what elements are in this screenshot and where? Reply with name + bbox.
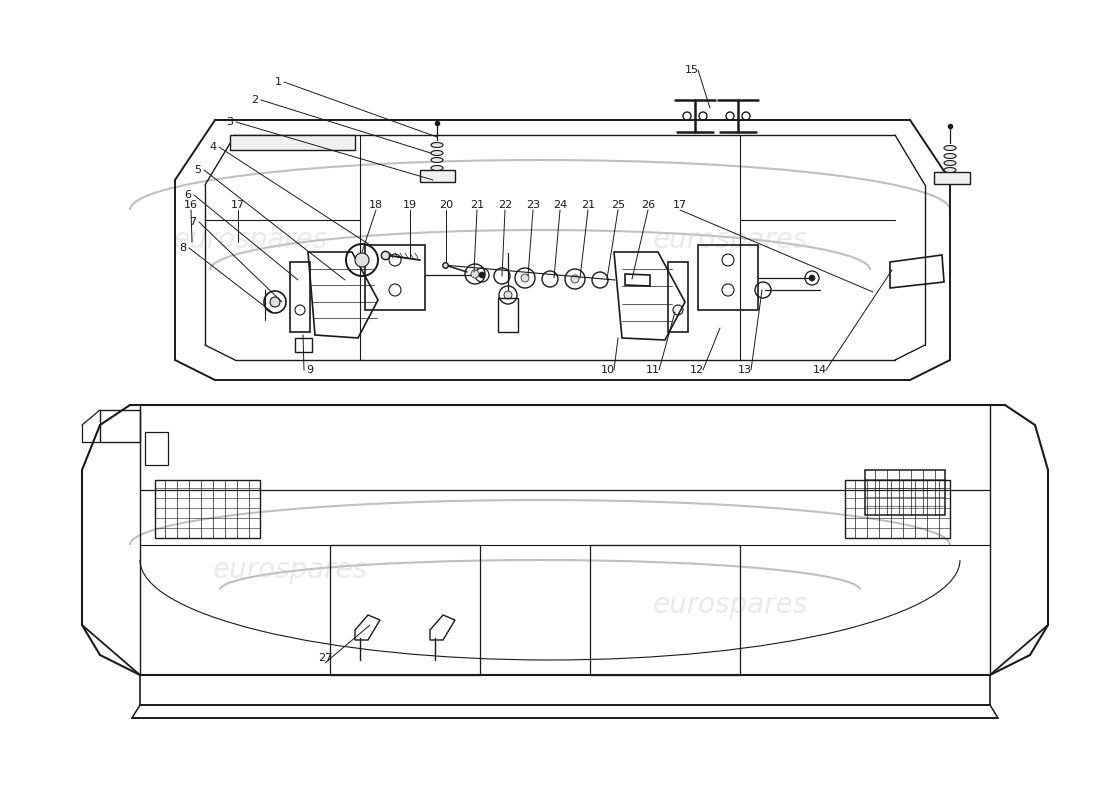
- Ellipse shape: [431, 158, 443, 162]
- Circle shape: [270, 297, 280, 307]
- Text: 14: 14: [813, 365, 827, 375]
- Text: 25: 25: [610, 200, 625, 210]
- Text: eurospares: eurospares: [212, 556, 367, 584]
- Circle shape: [571, 275, 579, 283]
- Text: 8: 8: [179, 243, 187, 253]
- Text: 15: 15: [685, 65, 698, 75]
- Circle shape: [504, 291, 512, 299]
- Ellipse shape: [944, 146, 956, 150]
- Circle shape: [471, 270, 478, 278]
- Text: 13: 13: [738, 365, 752, 375]
- Text: 23: 23: [526, 200, 540, 210]
- Text: eurospares: eurospares: [652, 591, 807, 619]
- Circle shape: [478, 272, 485, 278]
- Ellipse shape: [431, 166, 443, 170]
- Text: 2: 2: [252, 95, 258, 105]
- Text: 27: 27: [318, 653, 332, 663]
- Text: 19: 19: [403, 200, 417, 210]
- Polygon shape: [934, 172, 970, 184]
- Text: eurospares: eurospares: [652, 226, 807, 254]
- Polygon shape: [230, 135, 355, 150]
- Text: 22: 22: [498, 200, 513, 210]
- Text: 17: 17: [231, 200, 245, 210]
- Text: 20: 20: [439, 200, 453, 210]
- Text: 3: 3: [227, 117, 233, 127]
- Text: 12: 12: [690, 365, 704, 375]
- Text: 1: 1: [275, 77, 282, 87]
- Ellipse shape: [944, 167, 956, 173]
- Text: 11: 11: [646, 365, 660, 375]
- Text: 5: 5: [195, 165, 201, 175]
- Text: 10: 10: [601, 365, 615, 375]
- Text: 6: 6: [185, 190, 191, 200]
- Circle shape: [808, 275, 815, 281]
- Text: 24: 24: [553, 200, 568, 210]
- Text: 26: 26: [641, 200, 656, 210]
- Text: 16: 16: [184, 200, 198, 210]
- Circle shape: [355, 253, 368, 267]
- Text: 18: 18: [368, 200, 383, 210]
- Text: 21: 21: [470, 200, 484, 210]
- Ellipse shape: [944, 154, 956, 158]
- Text: 7: 7: [189, 217, 197, 227]
- Text: 9: 9: [307, 365, 314, 375]
- Ellipse shape: [944, 161, 956, 166]
- Polygon shape: [420, 170, 455, 182]
- Circle shape: [521, 274, 529, 282]
- Ellipse shape: [431, 150, 443, 155]
- Text: eurospares: eurospares: [173, 226, 328, 254]
- Ellipse shape: [431, 142, 443, 147]
- Text: 21: 21: [581, 200, 595, 210]
- Text: 17: 17: [673, 200, 688, 210]
- Text: 4: 4: [209, 142, 217, 152]
